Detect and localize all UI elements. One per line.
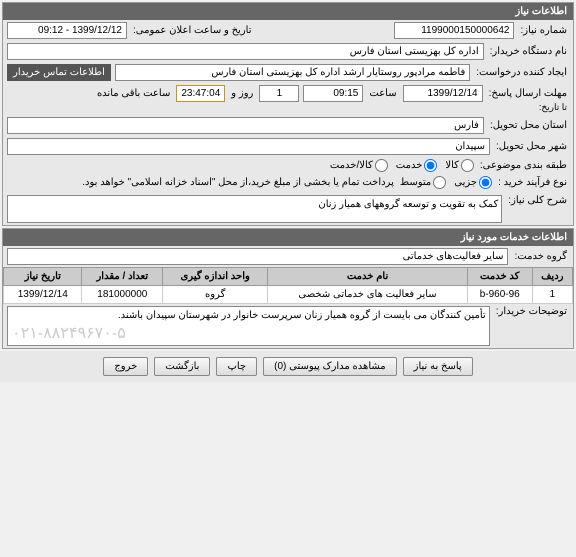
row-service-group: گروه خدمت: سایر فعالیت‌های خدماتی [3, 246, 573, 267]
radio-kala[interactable]: کالا [445, 159, 474, 172]
remain-label: ساعت باقی مانده [95, 88, 172, 99]
buyer-notes-value: تأمین کنندگان می بایست از گروه همیار زنا… [118, 310, 486, 321]
announce-label: تاریخ و ساعت اعلان عمومی: [131, 25, 254, 36]
cell-date: 1399/12/14 [4, 286, 82, 304]
services-header: اطلاعات خدمات مورد نیاز [3, 229, 573, 246]
process-note: پرداخت تمام یا بخشی از مبلغ خرید،از محل … [7, 177, 396, 188]
table-header-row: ردیف کد خدمت نام خدمت واحد اندازه گیری ت… [4, 268, 573, 286]
radio-khadmat[interactable]: خدمت [396, 159, 438, 172]
org-value: اداره کل بهزیستی استان فارس [7, 43, 484, 60]
col-date: تاریخ نیاز [4, 268, 82, 286]
buyer-notes-box: تأمین کنندگان می بایست از گروه همیار زنا… [7, 306, 490, 346]
desc-value: کمک به تقویت و توسعه گروههای همیار زنان [7, 195, 502, 223]
cell-code: b-960-96 [467, 286, 532, 304]
need-no-value: 1199000150000642 [394, 22, 514, 39]
col-row: ردیف [532, 268, 572, 286]
cell-qty: 181000000 [82, 286, 163, 304]
col-unit: واحد اندازه گیری [163, 268, 268, 286]
province-value: فارس [7, 117, 484, 134]
org-label: نام دستگاه خریدار: [488, 46, 569, 57]
category-radios: کالا خدمت کالا/خدمت [330, 159, 474, 172]
service-group-label: گروه خدمت: [512, 251, 569, 262]
row-city: شهر محل تحویل: سپیدان [3, 136, 573, 157]
row-budget: طبقه بندی موضوعی: کالا خدمت کالا/خدمت [3, 157, 573, 174]
city-value: سپیدان [7, 138, 490, 155]
radio-motevaset[interactable]: متوسط [400, 176, 446, 189]
phone-watermark: ۰۲۱-۸۸۲۴۹۶۷۰-۵ [12, 323, 126, 343]
action-buttons: پاسخ به نیاز مشاهده مدارک پیوستی (0) چاپ… [0, 351, 576, 382]
row-creator: ایجاد کننده درخواست: فاطمه مرادپور روستا… [3, 62, 573, 83]
process-radios: جزیی متوسط [400, 176, 492, 189]
row-org: نام دستگاه خریدار: اداره کل بهزیستی استا… [3, 41, 573, 62]
service-group-value: سایر فعالیت‌های خدماتی [7, 248, 508, 265]
contact-info-button[interactable]: اطلاعات تماس خریدار [7, 64, 111, 81]
buyer-notes-label: توضیحات خریدار: [494, 306, 569, 317]
time-label: ساعت [367, 88, 398, 99]
col-qty: تعداد / مقدار [82, 268, 163, 286]
deadline-time: 09:15 [303, 85, 363, 102]
row-process: نوع فرآیند خرید : جزیی متوسط پرداخت تمام… [3, 174, 573, 191]
radio-kalakh[interactable]: کالا/خدمت [330, 159, 388, 172]
cell-unit: گروه [163, 286, 268, 304]
budget-label: طبقه بندی موضوعی: [478, 160, 569, 171]
row-to-date: تا تاریخ: [3, 100, 573, 115]
desc-label: شرح کلی نیاز: [506, 195, 569, 206]
table-row: 1 b-960-96 سایر فعالیت های خدماتی شخصی گ… [4, 286, 573, 304]
row-need-no: شماره نیاز: 1199000150000642 تاریخ و ساع… [3, 20, 573, 41]
city-label: شهر محل تحویل: [494, 141, 569, 152]
exit-button[interactable]: خروج [103, 357, 148, 376]
deadline-label: مهلت ارسال پاسخ: [487, 88, 569, 99]
announce-value: 1399/12/12 - 09:12 [7, 22, 127, 39]
radio-jozi[interactable]: جزیی [454, 176, 492, 189]
print-button[interactable]: چاپ [216, 357, 257, 376]
countdown-timer: 23:47:04 [176, 85, 225, 102]
need-info-panel: اطلاعات نیاز شماره نیاز: 119900015000064… [2, 2, 574, 226]
panel-header: اطلاعات نیاز [3, 3, 573, 20]
days-remaining: 1 [259, 85, 299, 102]
respond-button[interactable]: پاسخ به نیاز [403, 357, 473, 376]
col-name: نام خدمت [268, 268, 468, 286]
row-desc: شرح کلی نیاز: کمک به تقویت و توسعه گروهه… [3, 193, 573, 225]
services-table: ردیف کد خدمت نام خدمت واحد اندازه گیری ت… [3, 267, 573, 304]
deadline-date: 1399/12/14 [403, 85, 483, 102]
need-no-label: شماره نیاز: [518, 25, 569, 36]
row-province: استان محل تحویل: فارس [3, 115, 573, 136]
days-label: روز و [229, 88, 255, 99]
cell-name: سایر فعالیت های خدماتی شخصی [268, 286, 468, 304]
col-code: کد خدمت [467, 268, 532, 286]
to-date-label: تا تاریخ: [537, 102, 569, 113]
process-label: نوع فرآیند خرید : [496, 177, 569, 188]
attachments-button[interactable]: مشاهده مدارک پیوستی (0) [263, 357, 397, 376]
row-buyer-notes: توضیحات خریدار: تأمین کنندگان می بایست ا… [3, 304, 573, 348]
province-label: استان محل تحویل: [488, 120, 569, 131]
creator-label: ایجاد کننده درخواست: [474, 67, 569, 78]
services-panel: اطلاعات خدمات مورد نیاز گروه خدمت: سایر … [2, 228, 574, 349]
creator-value: فاطمه مرادپور روستایار ارشد اداره کل بهز… [115, 64, 470, 81]
cell-row: 1 [532, 286, 572, 304]
back-button[interactable]: بازگشت [154, 357, 210, 376]
